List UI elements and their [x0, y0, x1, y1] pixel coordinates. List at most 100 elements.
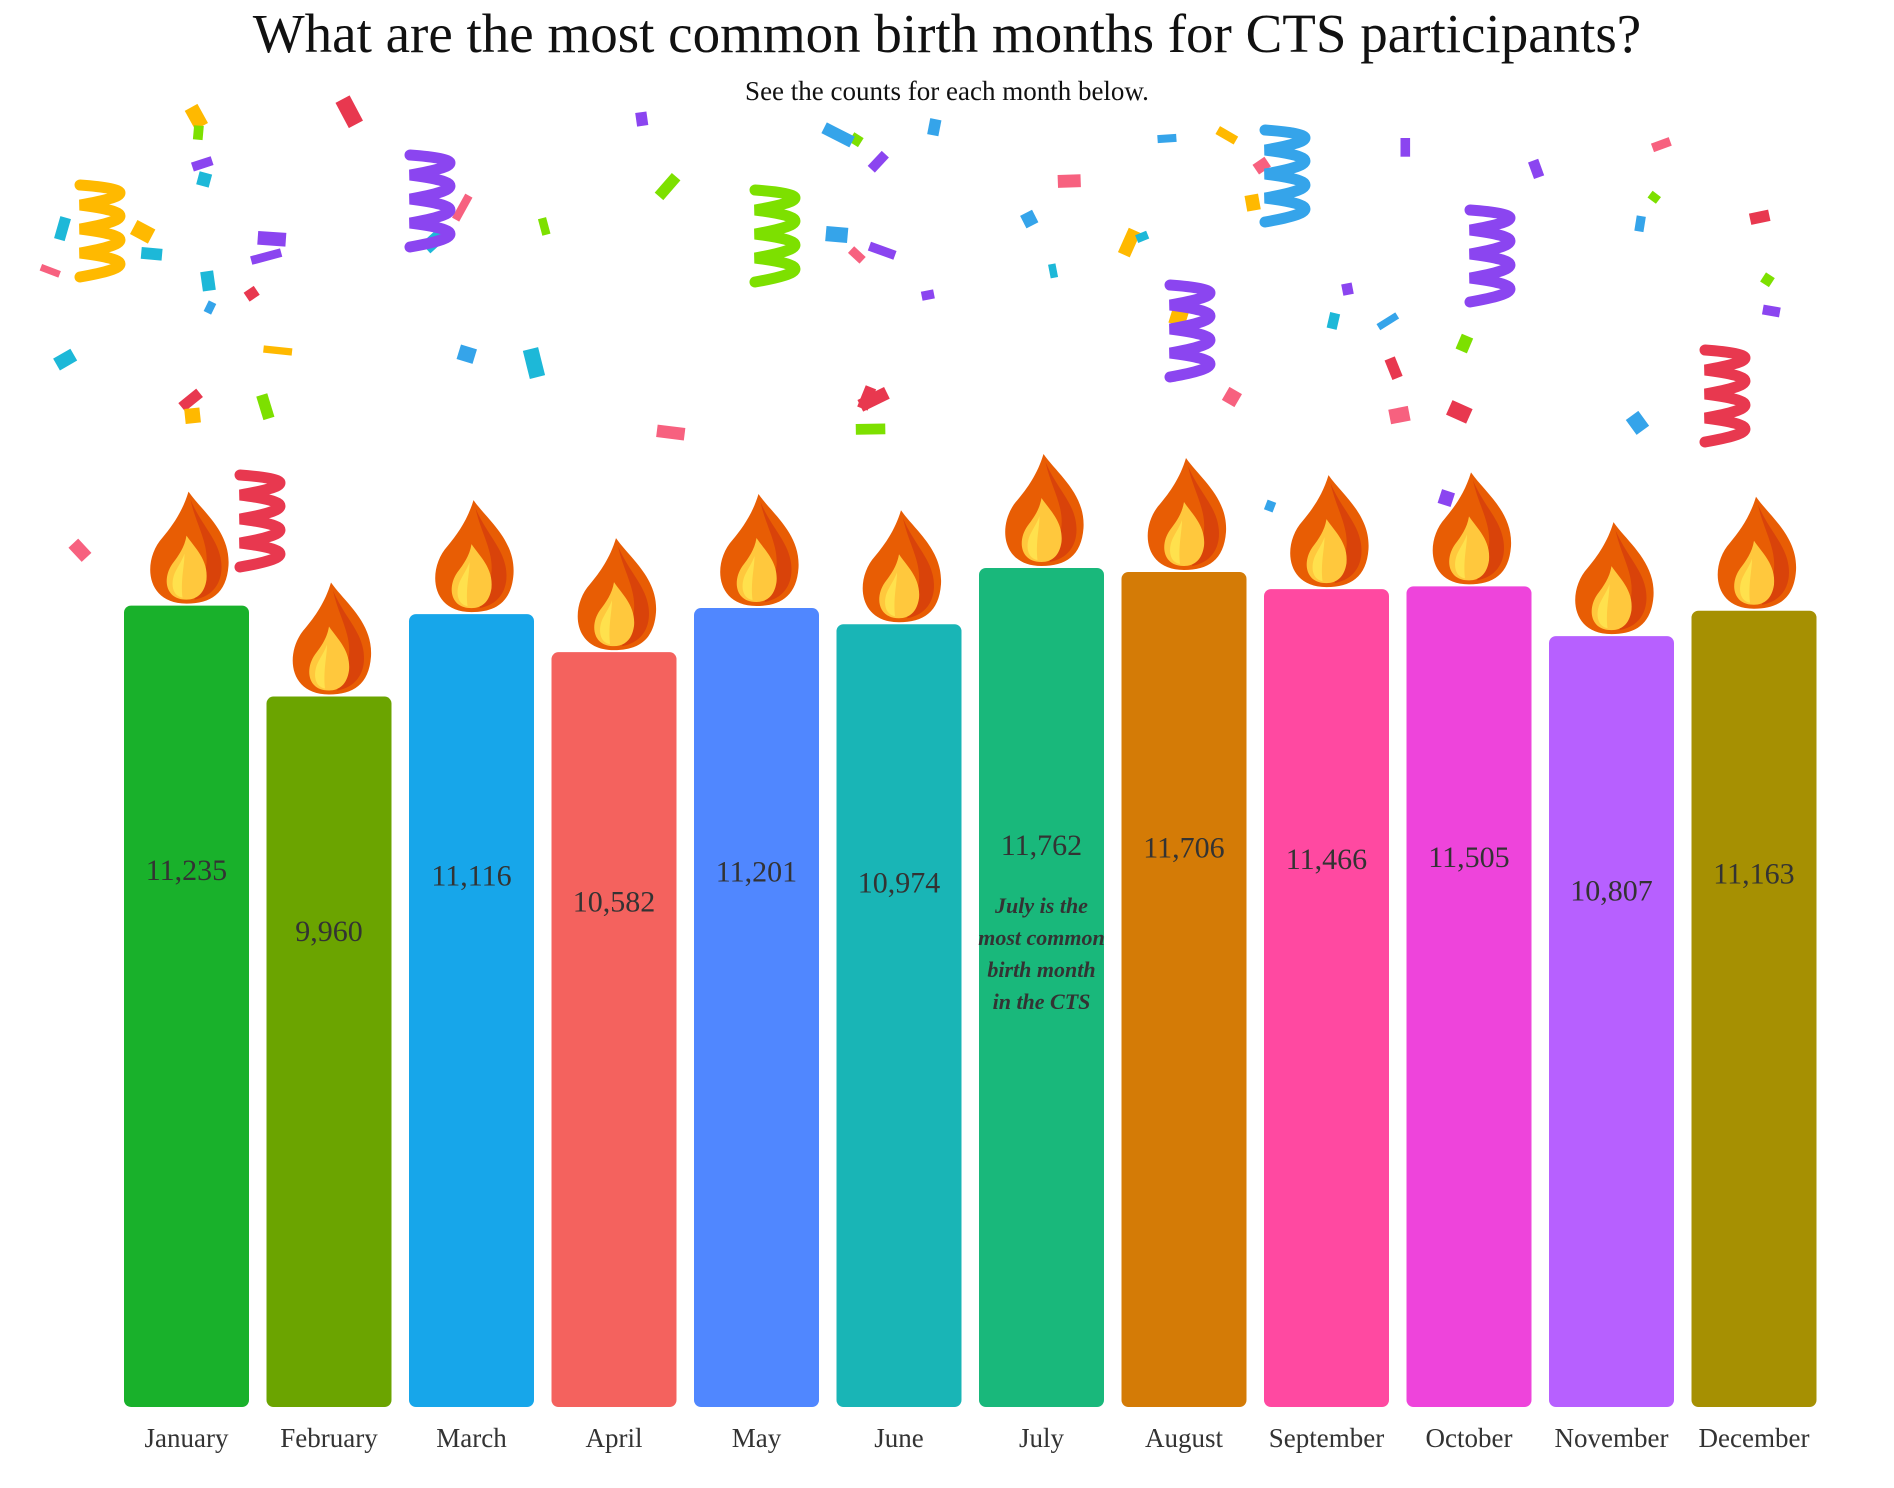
value-label-november: 10,807 [1570, 875, 1653, 908]
annotation-line: most common [978, 925, 1105, 950]
confetti-piece [1760, 272, 1775, 288]
confetti-piece [1117, 227, 1141, 258]
x-axis-ticks: January February March April May June July Augu… [145, 1423, 1810, 1453]
confetti-piece [656, 424, 686, 441]
confetti-streamer [1699, 344, 1751, 448]
confetti-piece [1625, 410, 1650, 435]
bars [124, 568, 1817, 1407]
value-label-july: 11,762 [1001, 829, 1082, 862]
confetti-piece [1761, 304, 1781, 318]
confetti-piece [1437, 489, 1455, 508]
flame-icon [292, 582, 372, 695]
confetti-piece [256, 393, 275, 421]
confetti-piece [184, 407, 201, 424]
confetti-piece [857, 386, 890, 412]
value-label-september: 11,466 [1286, 843, 1367, 876]
confetti-piece [1215, 126, 1239, 145]
value-label-august: 11,706 [1143, 832, 1224, 865]
x-tick-april: April [586, 1423, 643, 1453]
confetti-streamer [404, 149, 456, 253]
confetti-piece [140, 247, 163, 261]
value-label-april: 10,582 [573, 885, 656, 918]
confetti-piece [1157, 133, 1177, 144]
confetti-piece [257, 230, 287, 247]
chart-title: What are the most common birth months fo… [252, 3, 1642, 64]
x-tick-october: October [1426, 1423, 1513, 1453]
value-label-october: 11,505 [1428, 841, 1509, 874]
value-label-january: 11,235 [146, 854, 227, 887]
candle-flames [150, 454, 1797, 695]
confetti-piece [867, 150, 889, 173]
annotation-line: in the CTS [993, 989, 1091, 1014]
bar-september [1264, 589, 1389, 1407]
confetti-piece [190, 156, 214, 172]
confetti-piece [196, 171, 213, 188]
confetti-piece [654, 172, 681, 201]
confetti-piece [129, 219, 156, 244]
confetti-piece [1455, 333, 1474, 354]
confetti-piece [927, 118, 942, 137]
flame-icon [1290, 475, 1369, 588]
confetti-piece [1650, 137, 1672, 153]
confetti-piece [53, 348, 78, 371]
bar-april [551, 652, 677, 1407]
x-tick-january: January [145, 1423, 229, 1453]
confetti-piece [1384, 356, 1403, 380]
confetti-piece [54, 216, 71, 242]
confetti-piece [1528, 158, 1545, 180]
confetti-piece [1252, 156, 1271, 175]
x-tick-may: May [732, 1423, 782, 1453]
bar-august [1121, 571, 1247, 1407]
flame-icon [1432, 472, 1512, 585]
value-labels: 11,235 9,960 11,116 10,582 11,201 10,974 11,76… [146, 829, 1795, 948]
confetti-streamer [1464, 204, 1516, 308]
confetti-piece [1048, 263, 1059, 279]
confetti-piece [821, 122, 855, 148]
value-label-february: 9,960 [295, 915, 363, 948]
bar-november [1549, 636, 1674, 1407]
bar-june [836, 624, 962, 1407]
confetti-piece [1221, 386, 1242, 408]
confetti-piece [178, 388, 203, 412]
bar-july [979, 568, 1104, 1407]
confetti-piece [184, 103, 208, 130]
bar-march [409, 614, 534, 1407]
annotation-line: birth month [987, 957, 1095, 982]
x-tick-june: June [874, 1423, 924, 1453]
confetti-piece [635, 111, 649, 127]
confetti-piece [1634, 215, 1646, 233]
confetti-piece [1748, 209, 1771, 225]
confetti-piece [1376, 312, 1400, 331]
flame-icon [1575, 522, 1654, 635]
confetti-piece [920, 289, 935, 301]
confetti-streamer [1259, 124, 1311, 228]
flame-icon [1147, 457, 1227, 570]
confetti-piece [1446, 400, 1473, 424]
confetti-piece [855, 423, 886, 435]
bar-december [1691, 610, 1817, 1407]
x-tick-july: July [1019, 1423, 1065, 1453]
confetti-piece [263, 345, 293, 356]
confetti-piece [68, 538, 92, 562]
flame-icon [577, 538, 657, 651]
confetti-piece [1244, 193, 1261, 212]
confetti-piece [39, 263, 61, 278]
confetti-piece [1326, 312, 1341, 330]
x-tick-august: August [1145, 1423, 1224, 1453]
confetti-piece [1400, 137, 1411, 157]
bar-october [1406, 586, 1532, 1407]
bar-may [694, 608, 819, 1407]
chart-subtitle: See the counts for each month below. [745, 76, 1149, 106]
value-label-june: 10,974 [858, 867, 941, 900]
annotation-line: July is the [994, 893, 1088, 918]
flame-icon [720, 494, 799, 607]
confetti-piece [203, 300, 217, 315]
confetti-streamer [74, 179, 126, 283]
confetti-streamer [234, 469, 286, 573]
x-tick-march: March [436, 1423, 507, 1453]
july-annotation: July is the most common birth month in the … [978, 893, 1105, 1014]
value-label-may: 11,201 [716, 856, 797, 889]
confetti-piece [1135, 230, 1150, 243]
confetti-piece [200, 270, 216, 292]
